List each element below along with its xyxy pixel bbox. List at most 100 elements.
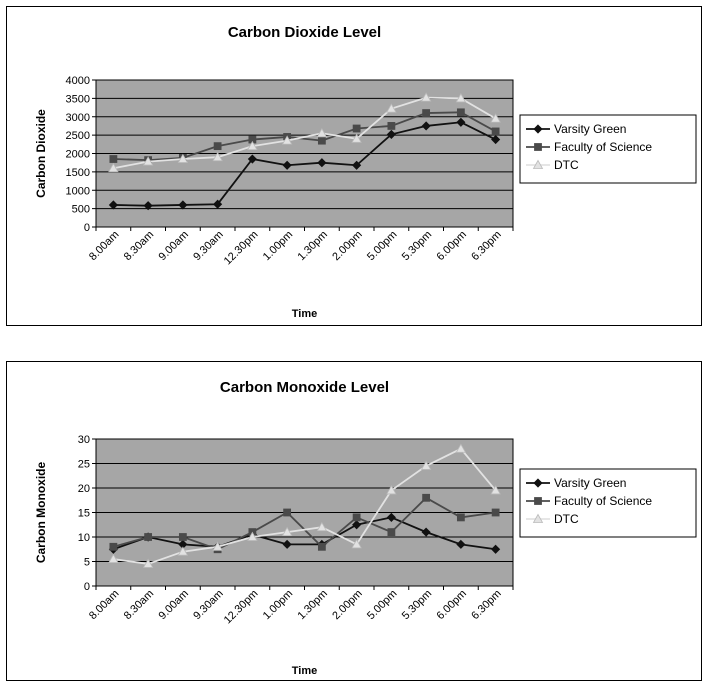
data-point <box>213 142 222 151</box>
y-axis-title: Carbon Monoxide <box>34 462 48 564</box>
data-point <box>421 121 431 131</box>
data-point <box>317 136 326 145</box>
legend-marker <box>534 143 542 151</box>
data-point <box>212 151 223 162</box>
data-point <box>316 521 328 532</box>
legend-box <box>519 114 697 184</box>
data-point <box>143 201 153 211</box>
chart-title: Carbon Monoxide Level <box>220 379 389 396</box>
data-point <box>247 531 258 541</box>
data-point <box>387 122 396 130</box>
data-point <box>386 129 396 139</box>
data-point <box>351 133 362 143</box>
legend-label: DTC <box>554 512 579 526</box>
x-tick-label: 8.30am <box>122 229 156 263</box>
x-tick-label: 8.00am <box>87 229 121 263</box>
x-tick-label: 5.00pm <box>365 229 399 263</box>
data-point <box>351 539 362 549</box>
y-tick-label: 2500 <box>66 130 90 142</box>
x-tick-label: 8.00am <box>87 588 121 622</box>
data-point <box>456 117 466 127</box>
data-point <box>352 520 362 530</box>
x-tick-label: 8.30am <box>122 588 156 622</box>
series-varsity-green <box>108 117 501 211</box>
data-point <box>281 135 293 145</box>
data-point <box>456 539 466 549</box>
data-point <box>317 542 326 551</box>
data-point <box>490 485 501 495</box>
legend-label: DTC <box>554 158 579 172</box>
data-point <box>213 199 223 209</box>
data-point <box>456 513 465 522</box>
data-point <box>421 527 431 537</box>
legend-marker <box>534 497 542 505</box>
data-point <box>455 443 467 453</box>
series-dtc <box>108 92 501 173</box>
y-tick-label: 15 <box>78 508 90 520</box>
data-point <box>142 156 154 166</box>
data-point <box>281 526 293 537</box>
y-tick-label: 30 <box>78 434 90 446</box>
y-tick-label: 1500 <box>66 167 90 179</box>
x-axis-title: Time <box>292 308 317 320</box>
y-axis-title: Carbon Dioxide <box>34 109 48 198</box>
data-point <box>283 508 292 517</box>
data-point <box>422 109 431 117</box>
x-tick-label: 1.30pm <box>296 588 330 622</box>
data-point <box>247 154 257 164</box>
data-point <box>491 508 500 517</box>
x-tick-label: 1.00pm <box>261 229 295 263</box>
data-point <box>282 160 292 170</box>
data-point <box>352 124 361 133</box>
data-point <box>212 541 223 551</box>
legend-marker <box>533 124 543 134</box>
data-point <box>109 542 118 551</box>
data-point <box>109 155 118 163</box>
x-tick-label: 9.30am <box>191 229 225 263</box>
legend-box <box>519 468 697 538</box>
y-tick-label: 0 <box>84 581 90 593</box>
data-point <box>491 127 500 136</box>
data-point <box>108 200 118 210</box>
x-tick-label: 2.00pm <box>330 229 364 263</box>
data-point <box>142 558 154 568</box>
data-point <box>420 460 432 470</box>
y-tick-label: 1000 <box>66 185 90 197</box>
y-tick-label: 4000 <box>66 75 90 87</box>
data-point <box>178 533 187 541</box>
x-tick-label: 12.30pm <box>222 229 261 268</box>
data-point <box>317 158 327 168</box>
y-tick-label: 5 <box>84 557 90 569</box>
x-tick-label: 1.00pm <box>261 588 295 622</box>
series-faculty-of-science <box>109 108 500 165</box>
data-point <box>352 160 362 170</box>
data-point <box>491 134 501 145</box>
x-tick-label: 5.30pm <box>400 229 434 263</box>
co2-chart: Carbon Dioxide Level 0 500 1000 1500 2000 2500… <box>6 6 702 326</box>
x-axis-title: Time <box>292 665 317 677</box>
data-point <box>490 113 501 123</box>
data-point <box>352 513 361 522</box>
y-tick-label: 500 <box>72 204 90 216</box>
data-point <box>108 162 119 173</box>
series-line <box>113 96 497 170</box>
y-tick-label: 3000 <box>66 112 90 124</box>
series-line <box>113 516 496 551</box>
x-tick-label: 6.00pm <box>435 229 469 263</box>
series-line <box>113 447 497 565</box>
data-point <box>247 140 258 151</box>
y-tick-label: 25 <box>78 459 90 471</box>
x-tick-label: 9.00am <box>157 588 191 622</box>
co2-chart-svg: Carbon Dioxide Level 0 500 1000 1500 2000 2500… <box>34 24 697 320</box>
data-point <box>491 544 501 554</box>
x-tick-label: 5.00pm <box>365 588 399 622</box>
data-point <box>144 533 153 541</box>
data-point <box>177 546 189 556</box>
x-tick-label: 2.00pm <box>330 588 364 622</box>
legend-marker <box>532 513 544 523</box>
data-point <box>422 493 431 502</box>
x-tick-label: 5.30pm <box>400 588 434 622</box>
legend-label: Varsity Green <box>554 476 626 490</box>
data-point <box>386 512 396 522</box>
chart-title: Carbon Dioxide Level <box>228 24 381 41</box>
